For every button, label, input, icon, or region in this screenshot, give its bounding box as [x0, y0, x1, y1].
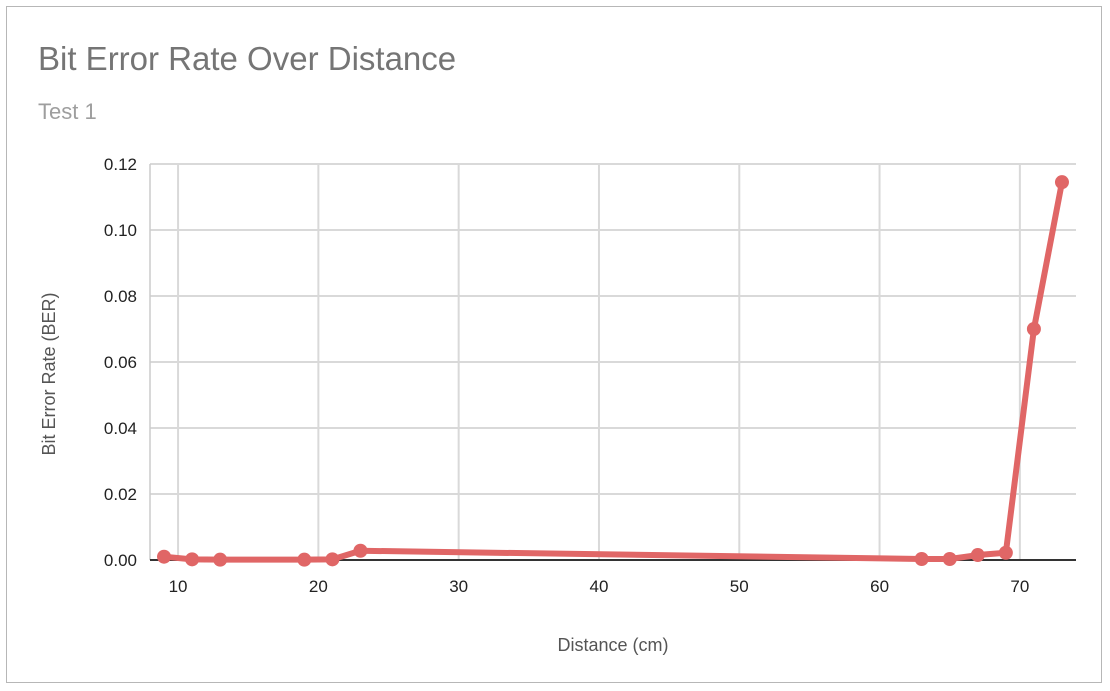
x-tick-label: 60 [870, 577, 889, 596]
grid-lines [150, 163, 1076, 560]
x-tick-label: 50 [730, 577, 749, 596]
data-point [1054, 175, 1069, 190]
data-point [353, 543, 368, 558]
y-tick-label: 0.00 [104, 551, 137, 570]
x-tick-label: 30 [449, 577, 468, 596]
y-tick-label: 0.08 [104, 287, 137, 306]
y-tick-label: 0.02 [104, 485, 137, 504]
data-point [970, 548, 985, 563]
y-tick-label: 0.12 [104, 155, 137, 174]
y-tick-label: 0.06 [104, 353, 137, 372]
y-tick-label: 0.10 [104, 221, 137, 240]
y-axis-title: Bit Error Rate (BER) [39, 292, 59, 455]
x-tick-label: 40 [590, 577, 609, 596]
data-point [998, 545, 1013, 560]
chart-frame [6, 6, 1102, 683]
data-point [213, 552, 228, 567]
x-tick-label: 20 [309, 577, 328, 596]
axes: 0.00 0.02 0.04 0.06 0.08 0.10 0.12 10 20 30 40 50 60… [104, 155, 1076, 596]
x-tick-label: 70 [1010, 577, 1029, 596]
series-line [161, 179, 1065, 563]
series-layer [157, 175, 1069, 567]
y-tick-label: 0.04 [104, 419, 137, 438]
data-point [942, 552, 957, 567]
data-point [1026, 322, 1041, 336]
data-point [185, 552, 200, 567]
chart-subtitle: Test 1 [38, 99, 97, 124]
chart-title: Bit Error Rate Over Distance [38, 40, 457, 77]
data-point [297, 552, 312, 567]
x-axis-title: Distance (cm) [557, 635, 668, 655]
x-tick-label: 10 [169, 577, 188, 596]
data-point [157, 549, 172, 564]
data-point [325, 552, 340, 567]
data-point [914, 552, 929, 567]
